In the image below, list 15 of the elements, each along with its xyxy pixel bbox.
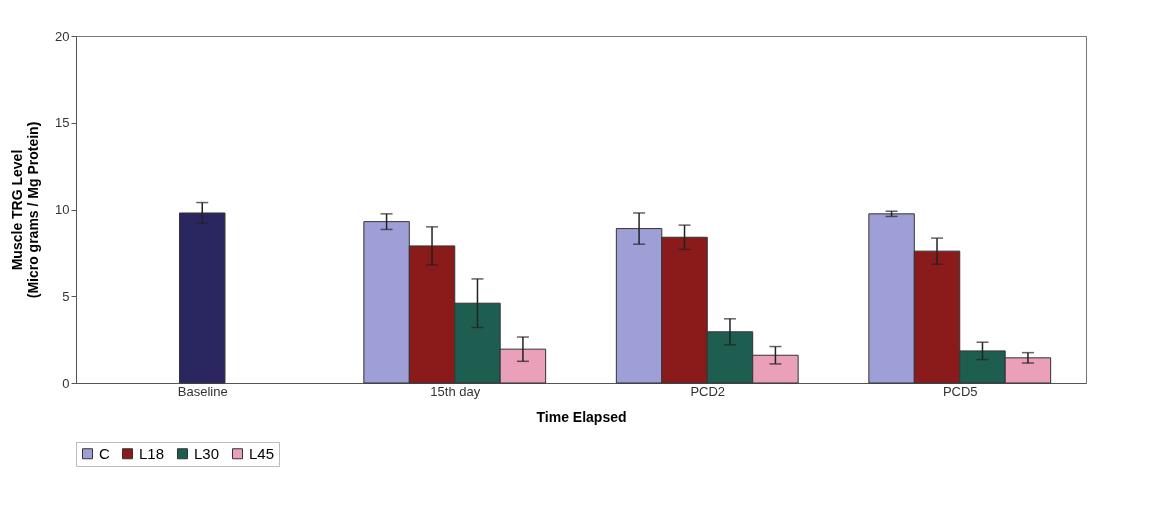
y-axis-title: Muscle TRG Level (Micro grams / Mg Protein)	[9, 121, 42, 299]
x-axis-title: Time Elapsed	[536, 408, 627, 425]
y-tick-label: 15	[55, 115, 70, 131]
x-tick-label: 15th day	[430, 383, 481, 399]
legend-label: C	[99, 444, 110, 462]
y-tick-label: 0	[62, 375, 70, 391]
y-tick-label: 10	[55, 202, 70, 217]
y-tick-label: 5	[62, 288, 70, 304]
x-tick-label: PCD5	[942, 383, 978, 399]
x-tick-label: Baseline	[177, 383, 228, 399]
y-tick-label: 20	[55, 28, 70, 44]
legend-label: L18	[139, 444, 165, 462]
legend-label: L30	[194, 444, 220, 462]
legend-label: L45	[249, 444, 275, 462]
x-tick-label: PCD2	[690, 383, 726, 399]
